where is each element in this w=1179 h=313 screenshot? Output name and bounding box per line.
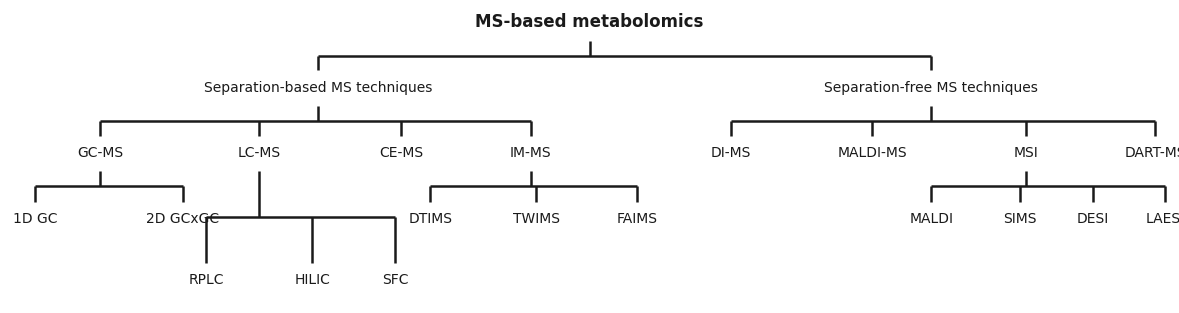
Text: DI-MS: DI-MS <box>711 146 751 160</box>
Text: SFC: SFC <box>382 273 408 287</box>
Text: MALDI-MS: MALDI-MS <box>837 146 908 160</box>
Text: IM-MS: IM-MS <box>509 146 552 160</box>
Text: Separation-free MS techniques: Separation-free MS techniques <box>824 81 1039 95</box>
Text: CE-MS: CE-MS <box>378 146 423 160</box>
Text: SIMS: SIMS <box>1003 212 1036 226</box>
Text: GC-MS: GC-MS <box>77 146 124 160</box>
Text: MSI: MSI <box>1014 146 1038 160</box>
Text: MS-based metabolomics: MS-based metabolomics <box>475 13 704 31</box>
Text: MALDI: MALDI <box>909 212 954 226</box>
Text: DESI: DESI <box>1076 212 1109 226</box>
Text: DTIMS: DTIMS <box>408 212 453 226</box>
Text: DART-MS: DART-MS <box>1125 146 1179 160</box>
Text: Separation-based MS techniques: Separation-based MS techniques <box>204 81 433 95</box>
Text: 1D GC: 1D GC <box>13 212 58 226</box>
Text: FAIMS: FAIMS <box>617 212 657 226</box>
Text: LAESI: LAESI <box>1145 212 1179 226</box>
Text: TWIMS: TWIMS <box>513 212 560 226</box>
Text: LC-MS: LC-MS <box>238 146 281 160</box>
Text: HILIC: HILIC <box>295 273 330 287</box>
Text: 2D GCxGC: 2D GCxGC <box>146 212 219 226</box>
Text: RPLC: RPLC <box>189 273 224 287</box>
